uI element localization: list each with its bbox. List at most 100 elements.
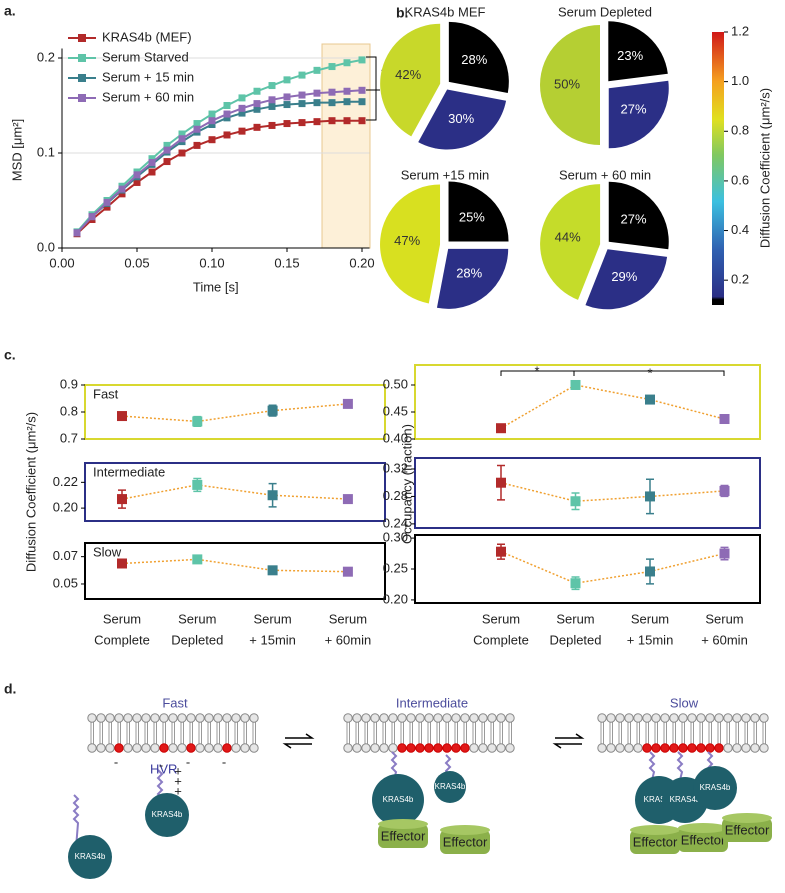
marker [267, 405, 278, 416]
lipid-head [415, 743, 425, 753]
lipid-head [123, 713, 133, 723]
lipid-head [379, 713, 389, 723]
effector-top [378, 819, 428, 829]
x-tick-label: Serum [631, 611, 669, 626]
marker [313, 99, 321, 107]
marker [192, 554, 203, 565]
y-tick-label: 0.30 [383, 530, 408, 545]
pie-slice [380, 184, 441, 304]
lipid-head [397, 713, 407, 723]
marker [192, 479, 203, 490]
kras4b-label: KRAS4b [700, 783, 731, 792]
lipid-head [469, 713, 479, 723]
marker [223, 114, 231, 122]
pie-slice [418, 89, 507, 150]
marker [496, 546, 506, 557]
slice-label: 27% [620, 102, 646, 117]
marker [117, 411, 127, 422]
pie-slice [540, 184, 601, 300]
marker [223, 102, 231, 109]
marker [193, 120, 201, 128]
lipid-head [204, 713, 214, 723]
lipid-head [433, 743, 443, 753]
pie-title: Serum +15 min [401, 167, 490, 182]
significance: * [534, 363, 539, 378]
marker [719, 548, 730, 559]
lipid-head [642, 713, 652, 723]
lipid-head [505, 743, 515, 753]
y-tick-label: 0.24 [383, 515, 408, 530]
lipid-head [732, 713, 742, 723]
marker [343, 117, 351, 125]
connector-line [500, 481, 725, 502]
x-tick-label: Serum [329, 611, 367, 626]
marker [253, 100, 261, 108]
slice-label: 29% [611, 269, 637, 284]
marker [178, 149, 186, 157]
lipid-head [442, 713, 452, 723]
hvr-label: HVR [150, 761, 177, 776]
lipid-head [687, 713, 697, 723]
marker [645, 394, 655, 405]
marker [328, 99, 336, 107]
marker [645, 491, 655, 502]
lipid-head [606, 713, 616, 723]
x-tick-label: + 15min [627, 632, 674, 647]
lipid-head [469, 743, 479, 753]
marker [163, 141, 171, 149]
lipid-head [478, 713, 488, 723]
marker [253, 123, 261, 131]
marker [313, 89, 321, 97]
charge: + [174, 763, 182, 778]
lipid-head [150, 713, 160, 723]
state-title: Slow [670, 695, 699, 710]
marker [313, 66, 321, 74]
marker [148, 155, 156, 163]
marker [192, 416, 203, 427]
legend-label: Serum + 15 min [102, 69, 194, 84]
effector [630, 830, 680, 854]
lipid-head [714, 713, 724, 723]
marker [268, 82, 276, 90]
slice-label: 25% [459, 210, 485, 225]
x-tick-label: 0.15 [274, 255, 299, 270]
lipid-head [615, 713, 625, 723]
marker [118, 185, 126, 193]
subplot-label: Fast [93, 386, 119, 401]
lipid-head [222, 743, 232, 753]
x-axis-title: Time [s] [193, 279, 239, 294]
marker [570, 379, 581, 390]
slice-label: 30% [448, 111, 474, 126]
y-axis-title: Diffusion Coefficient (μm²/s) [23, 412, 38, 572]
lipid-head [105, 743, 115, 753]
lipid-head [660, 713, 670, 723]
equilibrium-arrow [282, 733, 315, 749]
connector-line [500, 551, 725, 584]
marker [342, 398, 353, 409]
lipid-head [678, 713, 688, 723]
lipid-head [231, 713, 241, 723]
lipid-head [696, 713, 706, 723]
lipid-head [361, 713, 371, 723]
lipid-head [96, 743, 106, 753]
pie-title: Serum Depleted [558, 4, 652, 19]
x-tick-label: + 60min [325, 632, 372, 647]
lipid-head [87, 743, 97, 753]
marker [208, 117, 216, 125]
lipid-head [732, 743, 742, 753]
marker [570, 578, 581, 589]
lipid-head [633, 713, 643, 723]
hvr-tail [676, 751, 684, 781]
marker [148, 159, 156, 166]
lipid-head [433, 713, 443, 723]
connector-line [121, 484, 348, 500]
marker [298, 71, 306, 79]
marker [313, 118, 321, 126]
hvr-tail [648, 751, 656, 781]
y-axis-title: MSD [μm²] [9, 119, 24, 181]
marker [253, 87, 261, 95]
series-line [76, 89, 363, 234]
lipid-head [249, 743, 259, 753]
x-tick-label: Complete [94, 632, 150, 647]
marker [358, 98, 366, 106]
